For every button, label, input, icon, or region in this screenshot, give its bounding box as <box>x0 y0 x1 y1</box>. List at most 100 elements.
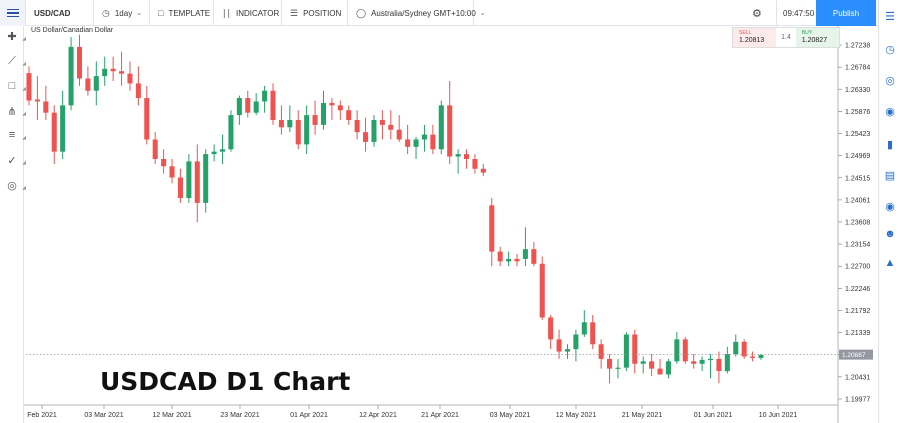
price-tick-label: 1.24061 <box>845 197 870 204</box>
candle-down <box>363 132 369 142</box>
indicator-button[interactable]: ∣∣ INDICATOR <box>214 0 282 26</box>
bookmark-icon[interactable]: ▮ <box>886 138 894 151</box>
price-tick-label: 1.27238 <box>845 43 870 50</box>
candle-up <box>186 161 192 198</box>
fib-retracement-icon[interactable]: ≡ ◢ <box>8 129 26 141</box>
news-icon[interactable]: ◉ <box>885 200 895 213</box>
template-button[interactable]: □ TEMPLATE <box>150 0 214 26</box>
template-icon: □ <box>158 8 164 18</box>
candle-down <box>177 177 183 198</box>
watchlist-icon[interactable]: ☰ <box>885 10 895 23</box>
candle-up <box>371 119 377 142</box>
indicator-icon: ∣∣ <box>222 7 231 18</box>
candle-down <box>480 168 486 173</box>
symbol-search[interactable]: USD/CAD <box>26 0 94 26</box>
position-icon: ☰ <box>290 7 299 18</box>
price-tick-label: 1.21339 <box>845 330 870 337</box>
price-tick-label: 1.23154 <box>845 242 870 249</box>
time-tick-label: 12 Apr 2021 <box>359 412 397 419</box>
sell-button[interactable]: SELL 1.20813 <box>733 28 777 47</box>
time-tick-label: 01 Apr 2021 <box>290 412 328 419</box>
candle-up <box>564 349 571 352</box>
candle-down <box>169 166 175 178</box>
indicator-label: INDICATOR <box>236 8 280 18</box>
candle-up <box>699 359 705 364</box>
candle-up <box>674 339 680 362</box>
price-tick-label: 1.24969 <box>845 153 870 160</box>
candle-up <box>287 119 293 128</box>
candle-up <box>320 102 327 125</box>
ideas-icon[interactable]: ◉ <box>885 105 895 118</box>
candle-up <box>60 105 66 152</box>
time-tick-label: 03 Mar 2021 <box>84 412 123 419</box>
candle-down <box>43 101 49 113</box>
buy-price: 1.20827 <box>801 37 828 44</box>
position-button[interactable]: ☰ POSITION <box>282 0 348 26</box>
candle-down <box>447 105 453 157</box>
timezone-select[interactable]: ◯ Australia/Sydney GMT+10:00 ⌄ <box>348 0 486 26</box>
buy-button[interactable]: BUY 1.20827 <box>795 28 839 47</box>
time-tick-label: 03 May 2021 <box>490 412 531 419</box>
candle-down <box>430 134 436 150</box>
current-price-label: 1.20887 <box>842 352 866 359</box>
menu-icon[interactable] <box>0 0 26 26</box>
candle-down <box>396 129 402 140</box>
candle-down <box>405 139 411 147</box>
notifications-icon[interactable]: ▲ <box>884 257 896 269</box>
marker-icon[interactable]: ◎ ◢ <box>7 179 26 192</box>
candle-up <box>615 367 621 369</box>
candle-down <box>590 322 596 345</box>
candle-down <box>278 119 284 128</box>
symbol-label: USD/CAD <box>34 8 71 18</box>
current-price-badge <box>839 349 873 360</box>
interval-select[interactable]: ◷ 1day ⌄ <box>94 0 150 26</box>
candle-down <box>556 339 562 352</box>
candle-up <box>102 68 108 77</box>
candle-down <box>354 119 360 133</box>
candle-down <box>657 368 663 375</box>
interval-label: 1day <box>114 8 133 18</box>
candle-down <box>497 251 503 262</box>
candle-down <box>472 158 478 169</box>
candle-down <box>144 98 150 140</box>
candle-down <box>34 99 40 102</box>
candle-down <box>51 112 57 152</box>
globe-icon: ◯ <box>356 7 367 18</box>
brush-icon[interactable]: ✓ ◢ <box>7 154 26 167</box>
time-tick-label: 10 Jun 2021 <box>759 412 798 419</box>
candle-down <box>379 119 385 125</box>
alerts-icon[interactable]: ◷ <box>885 43 895 56</box>
buy-label: BUY <box>801 30 813 36</box>
candle-down <box>682 339 688 362</box>
chart-title: US Dollar/Canadian Dollar <box>31 27 114 34</box>
crosshair-icon[interactable]: ✚ ◢ <box>7 30 26 43</box>
candle-down <box>598 344 604 359</box>
candle-down <box>346 110 352 120</box>
calendar-icon[interactable]: ◎ <box>885 74 895 87</box>
candle-up <box>236 98 242 116</box>
chat-icon[interactable]: ☻ <box>884 228 896 240</box>
candle-down <box>161 158 167 167</box>
hotlist-icon[interactable]: ▤ <box>884 169 896 182</box>
candle-up <box>758 354 764 358</box>
candle-down <box>716 358 722 372</box>
candle-down <box>119 71 125 74</box>
rectangle-icon[interactable]: □ ◢ <box>8 80 26 92</box>
clock-icon: ◷ <box>102 7 110 18</box>
top-toolbar: USD/CAD ◷ 1day ⌄ □ TEMPLATE ∣∣ INDICATOR… <box>0 0 900 26</box>
candle-up <box>203 154 209 203</box>
clock-display: 09:47:50 <box>776 0 820 26</box>
time-tick-label: 21 Apr 2021 <box>421 412 459 419</box>
gear-icon[interactable]: ⚙ <box>752 7 762 20</box>
candle-down <box>152 139 158 159</box>
candle-down <box>750 356 756 358</box>
candle-up <box>707 358 714 361</box>
trendline-icon[interactable]: ⟋ ◢ <box>8 54 26 68</box>
publish-button[interactable]: Publish <box>816 0 876 26</box>
candle-up <box>304 115 310 145</box>
quote-panel: SELL 1.20813 1.4 BUY 1.20827 <box>732 27 840 48</box>
pitchfork-icon[interactable]: ⋔ ◢ <box>7 105 26 118</box>
chart-caption: USDCAD D1 Chart <box>100 367 351 396</box>
time-tick-label: 21 May 2021 <box>622 412 663 419</box>
